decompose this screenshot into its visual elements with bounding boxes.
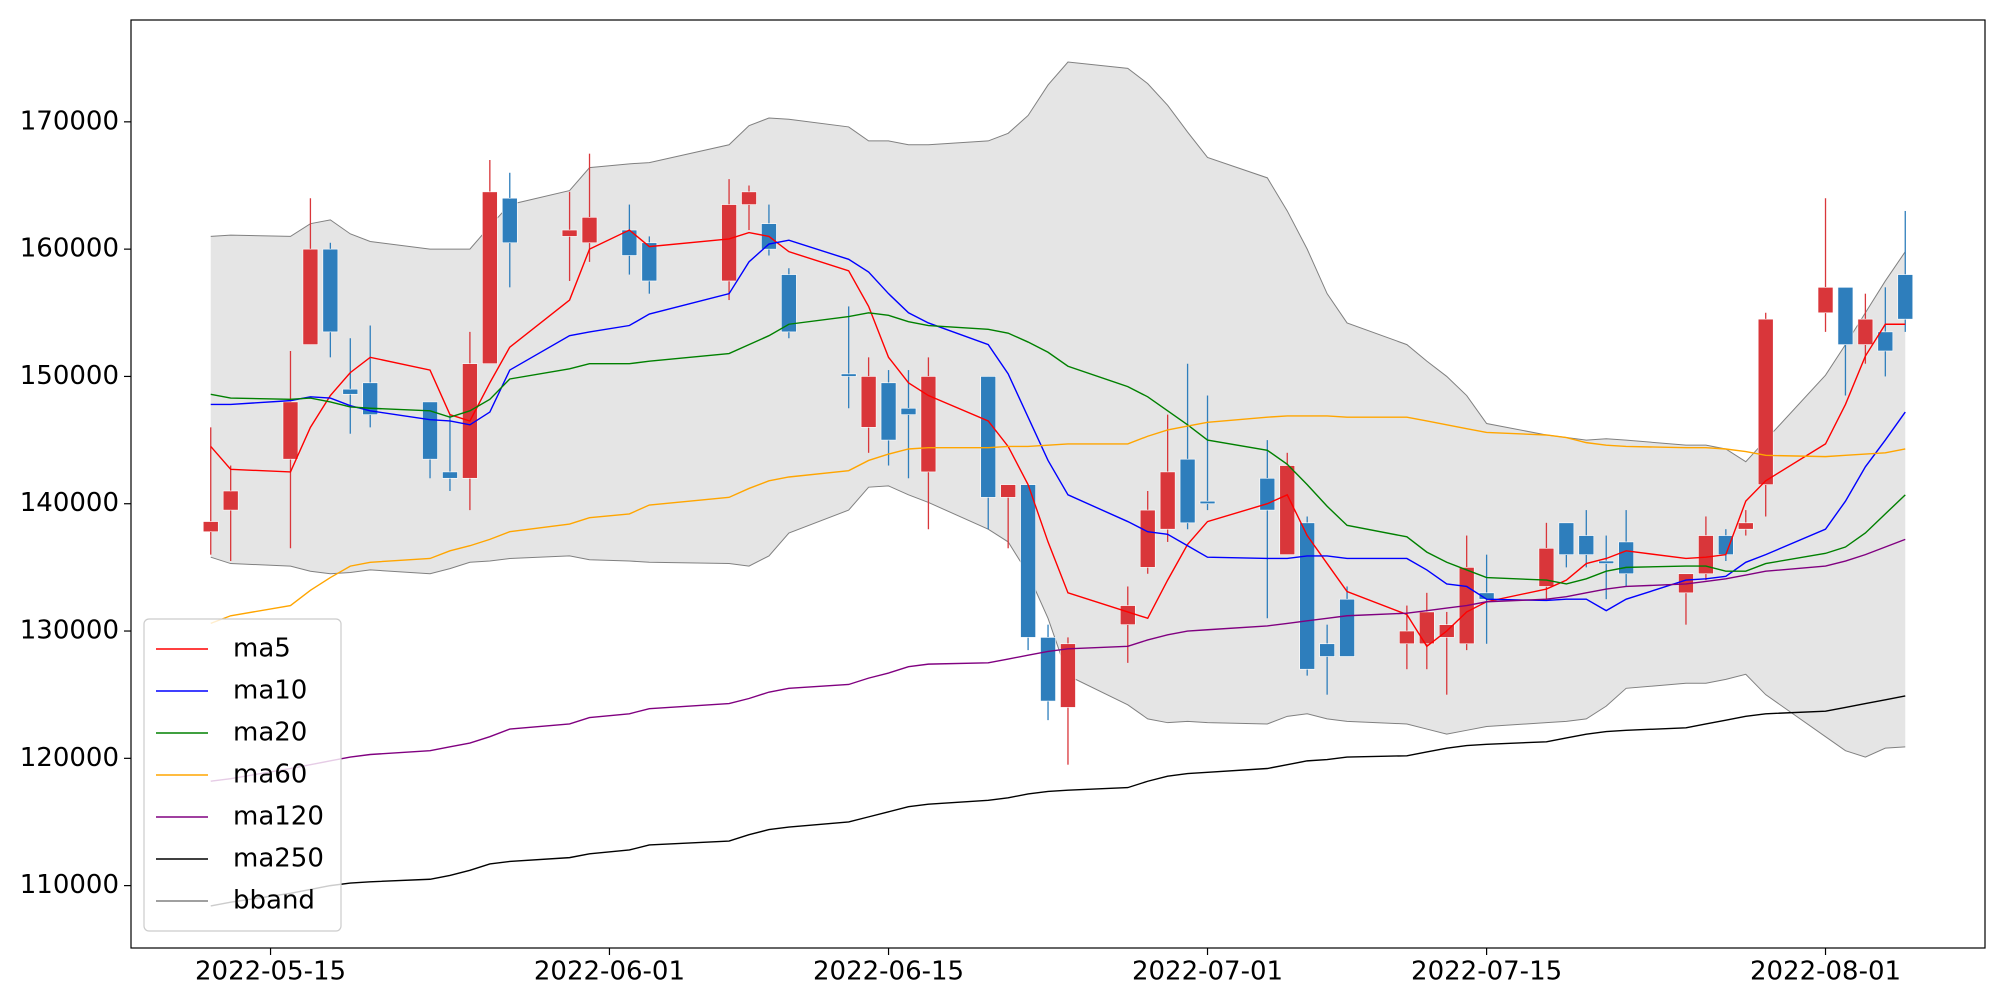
candle-body (1119, 605, 1136, 625)
candle-body (1897, 274, 1914, 320)
legend-label: ma5 (233, 634, 291, 664)
candle-body (561, 229, 578, 237)
legend-box (143, 618, 342, 932)
ma-line (210, 229, 1906, 648)
candle-body (482, 191, 498, 365)
candle-body (1618, 541, 1634, 575)
legend-label: ma60 (233, 760, 307, 790)
candle-body (1040, 637, 1056, 702)
candle-body (1279, 465, 1296, 555)
candle-body (721, 204, 737, 282)
candle-body (1139, 509, 1156, 568)
ma-line (210, 695, 1906, 907)
ma-line (210, 239, 1906, 612)
candle-body (1737, 522, 1754, 530)
legend-label: ma120 (233, 802, 324, 832)
y-tick-label: 120000 (20, 743, 119, 773)
candle-body (781, 274, 797, 333)
y-tick-label: 160000 (20, 234, 119, 264)
legend-label: ma10 (233, 676, 307, 706)
legend-label: ma250 (233, 844, 324, 874)
candle-body (302, 248, 319, 345)
candle-body (1339, 598, 1355, 657)
candle-body (1000, 484, 1016, 498)
x-tick-label: 2022-06-15 (813, 957, 964, 987)
x-tick-label: 2022-07-15 (1411, 957, 1562, 987)
candle-body (1179, 458, 1196, 524)
y-tick-label: 150000 (20, 361, 119, 391)
candle-body (1718, 535, 1734, 555)
candle-body (880, 382, 897, 441)
candle-body (1159, 471, 1176, 530)
candle-body (342, 388, 359, 395)
candle-body (222, 490, 239, 511)
candle-body (1578, 535, 1595, 555)
y-tick-label: 110000 (20, 870, 119, 900)
x-tick-label: 2022-05-15 (195, 957, 346, 987)
candle-body (920, 376, 937, 473)
candle-body (1020, 484, 1036, 638)
candle-body (1817, 287, 1834, 314)
y-tick-label: 170000 (20, 106, 119, 136)
y-tick-label: 130000 (20, 616, 119, 646)
legend-label: bband (233, 886, 315, 916)
candle-body (581, 217, 598, 244)
candle-body (1060, 643, 1076, 708)
candle-body (1698, 535, 1714, 575)
ma-line (210, 312, 1906, 585)
candle-body (501, 197, 518, 244)
candle-body (1558, 522, 1575, 555)
candle-body (1319, 643, 1335, 657)
candle-body (641, 242, 658, 282)
candle-body (1598, 560, 1615, 564)
candle-body (1538, 547, 1555, 587)
candle-body (1299, 522, 1315, 670)
candle-body (1757, 318, 1774, 485)
candle-body (1419, 611, 1435, 645)
candle-body (860, 376, 877, 428)
legend-label: ma20 (233, 718, 307, 748)
candle-body (1199, 500, 1216, 505)
candle-body (442, 471, 458, 479)
ma-line (210, 415, 1906, 625)
candle-body (1837, 287, 1854, 345)
plot-frame (130, 19, 1986, 949)
candle-body (202, 521, 219, 533)
plot (202, 61, 1914, 907)
candle-body (741, 191, 757, 205)
candle-body (422, 401, 438, 460)
y-tick-label: 140000 (20, 488, 119, 518)
x-tick-label: 2022-06-01 (534, 957, 685, 987)
candle-body (1857, 318, 1874, 345)
candle-body (362, 382, 379, 415)
band-edge (210, 485, 1906, 758)
candle-body (282, 401, 299, 460)
candle-body (980, 376, 997, 498)
candle-body (1877, 331, 1894, 352)
candle-body (322, 248, 339, 333)
candle-body (840, 373, 857, 377)
x-tick-label: 2022-07-01 (1132, 957, 1283, 987)
ma-line (210, 538, 1906, 782)
candle-body (1399, 630, 1415, 645)
x-tick-label: 2022-08-01 (1750, 957, 1901, 987)
candle-body (900, 407, 917, 415)
